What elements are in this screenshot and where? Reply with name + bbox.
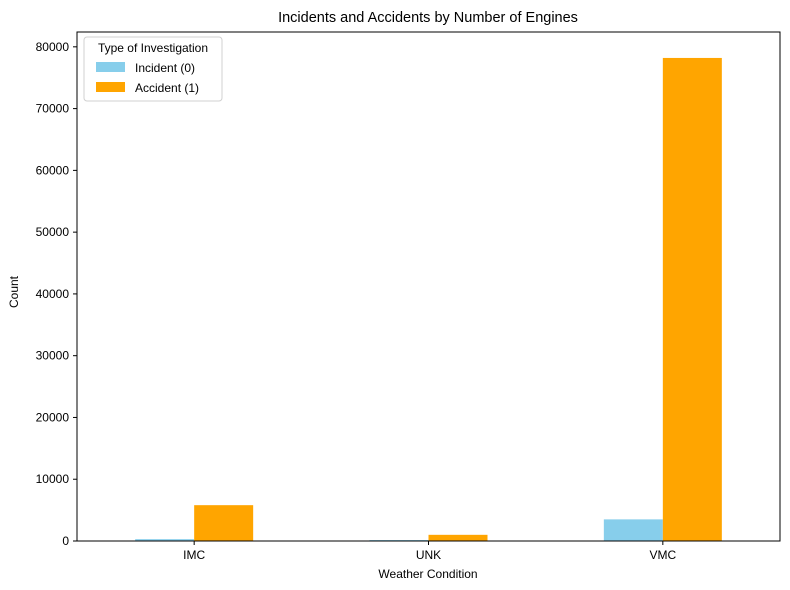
- legend-label-incident: Incident (0): [135, 61, 195, 75]
- bar-accident-vmc: [662, 57, 722, 541]
- y-axis-label: Count: [7, 275, 21, 308]
- bar-incident-imc: [135, 539, 195, 541]
- bar-incident-vmc: [603, 519, 663, 541]
- y-tick-label: 30000: [36, 349, 70, 363]
- chart-title: Incidents and Accidents by Number of Eng…: [278, 10, 578, 26]
- x-tick-label: UNK: [416, 548, 441, 562]
- plot-frame: [76, 31, 781, 542]
- bar-accident-unk: [428, 534, 488, 541]
- y-tick-label: 80000: [36, 40, 70, 54]
- y-tick-label: 0: [62, 534, 69, 548]
- legend-swatch-accident: [96, 82, 125, 92]
- legend: Type of Investigation Incident (0) Accid…: [83, 36, 223, 102]
- legend-title: Type of Investigation: [98, 41, 208, 55]
- y-tick-label: 70000: [36, 102, 70, 116]
- legend-label-accident: Accident (1): [135, 81, 199, 95]
- y-tick-label: 40000: [36, 287, 70, 301]
- x-tick-label: IMC: [183, 548, 205, 562]
- y-tick-label: 60000: [36, 163, 70, 177]
- y-tick-label: 20000: [36, 410, 70, 424]
- x-tick-label: VMC: [649, 548, 676, 562]
- x-axis-label: Weather Condition: [378, 567, 477, 581]
- y-tick-label: 50000: [36, 225, 70, 239]
- bar-accident-imc: [194, 505, 254, 541]
- plot-area: 0 10000 20000 30000 40000 50000 60000 70000 8000…: [36, 40, 722, 562]
- legend-swatch-incident: [96, 62, 125, 72]
- y-tick-label: 10000: [36, 472, 70, 486]
